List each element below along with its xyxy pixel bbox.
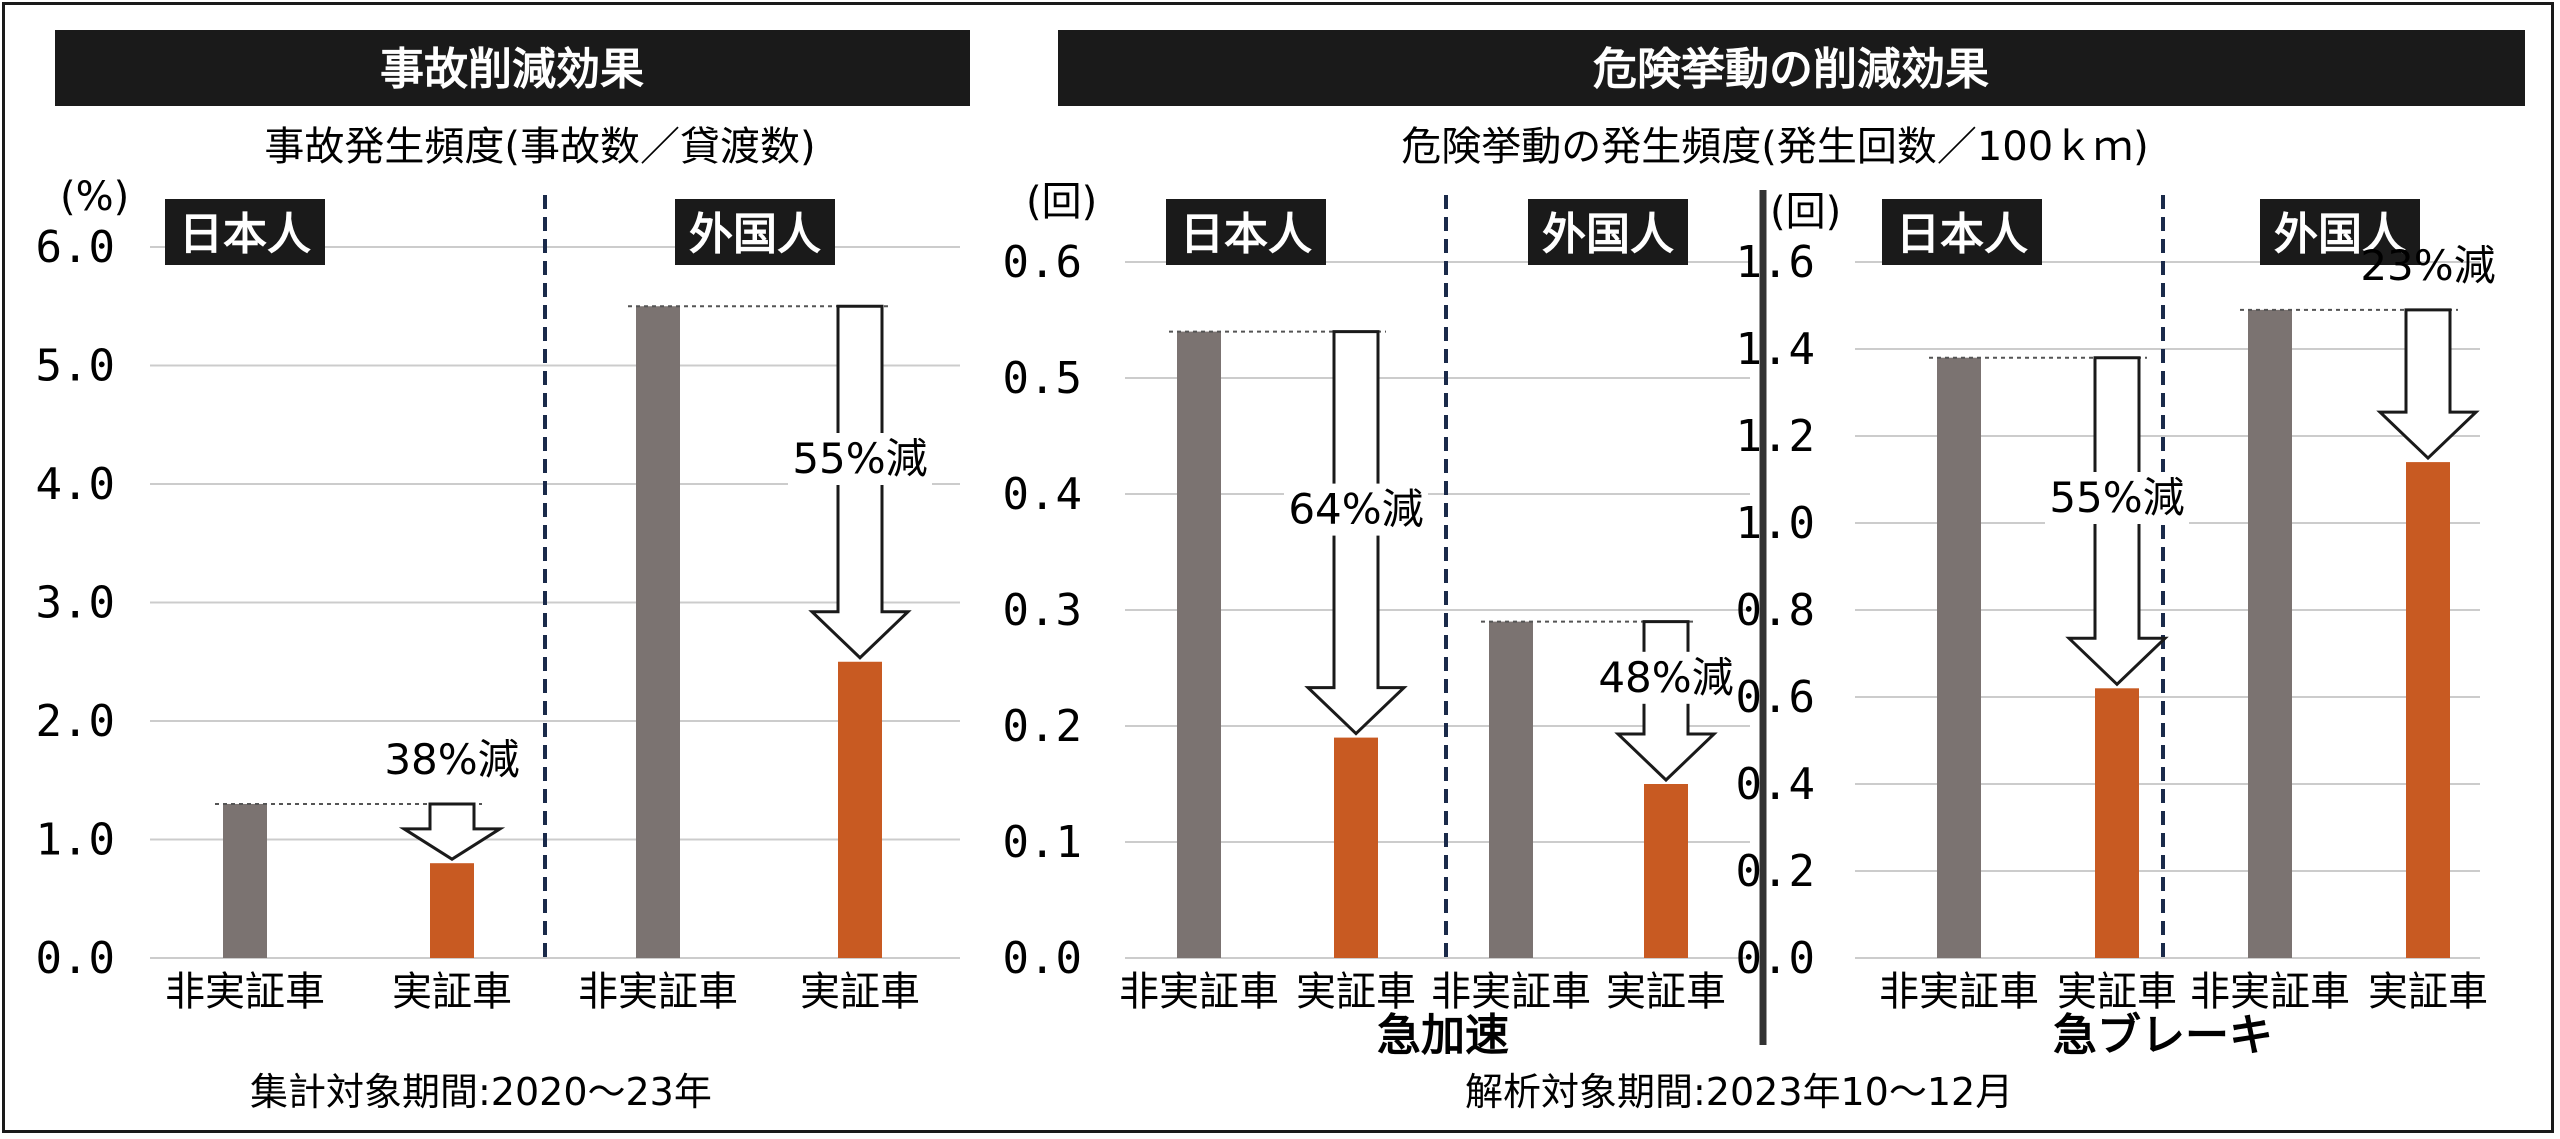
category-label: 非実証車 — [165, 969, 325, 1015]
reduction-arrow — [398, 802, 506, 861]
bar-demo — [2095, 688, 2139, 958]
reduction-label: 48%減 — [1598, 653, 1733, 702]
accel-label: 急加速 — [1377, 1010, 1509, 1061]
y-tick-label: 0.0 — [1736, 933, 1815, 984]
y-tick-label: 0.2 — [1003, 701, 1082, 752]
y-tick-label: 0.0 — [36, 933, 115, 984]
y-tick-label: 0.4 — [1003, 469, 1082, 520]
bar-demo — [430, 863, 474, 958]
group-badge-label: 日本人 — [1180, 209, 1312, 260]
right-subtitle: 危険挙動の発生頻度(発生回数／100ｋｍ) — [1401, 124, 2149, 170]
category-label: 実証車 — [1606, 969, 1726, 1015]
group-badge-label: 外国人 — [689, 209, 821, 260]
y-tick-label: 0.4 — [1736, 759, 1815, 810]
bar-non-demo — [1177, 331, 1221, 959]
y-tick-label: 0.0 — [1003, 933, 1082, 984]
reduction-label: 55%減 — [2049, 473, 2184, 522]
bar-non-demo — [1489, 621, 1533, 958]
y-tick-label: 1.0 — [1736, 498, 1815, 549]
bar-demo — [2406, 462, 2450, 958]
y-tick-label: 6.0 — [36, 222, 115, 273]
category-label: 非実証車 — [1879, 969, 2039, 1015]
reduction-label-bg — [1284, 483, 1428, 536]
reduction-arrow — [2376, 308, 2480, 461]
left-footnote: 集計対象期間:2020〜23年 — [250, 1070, 712, 1114]
reduction-label: 23%減 — [2360, 241, 2495, 290]
category-label: 非実証車 — [2190, 969, 2350, 1015]
y-tick-label: 0.8 — [1736, 585, 1815, 636]
category-label: 実証車 — [800, 969, 920, 1015]
bar-non-demo — [2248, 309, 2292, 959]
y-tick-label: 1.0 — [36, 815, 115, 866]
left-header: 事故削減効果 — [380, 44, 644, 95]
category-label: 非実証車 — [1119, 969, 1279, 1015]
group-badge — [1528, 199, 1688, 265]
category-label: 実証車 — [2057, 969, 2177, 1015]
reduction-label: 38%減 — [384, 735, 519, 784]
bar-demo — [1334, 737, 1378, 958]
bar-demo — [1644, 784, 1688, 958]
reduction-label-bg — [2045, 472, 2189, 524]
y-tick-label: 0.6 — [1003, 237, 1082, 288]
reduction-label: 55%減 — [792, 434, 927, 483]
left-header-bg — [55, 30, 970, 106]
y-tick-label: 0.6 — [1736, 672, 1815, 723]
y-tick-label: 0.3 — [1003, 585, 1082, 636]
y-tick-label: 0.1 — [1003, 817, 1082, 868]
group-badge-label: 日本人 — [179, 209, 311, 260]
brake-unit: (回) — [1770, 189, 1841, 235]
y-tick-label: 0.2 — [1736, 846, 1815, 897]
group-badge — [1882, 199, 2042, 265]
category-label: 実証車 — [392, 969, 512, 1015]
group-badge — [1166, 199, 1326, 265]
right-footnote: 解析対象期間:2023年10〜12月 — [1465, 1070, 2013, 1114]
category-label: 実証車 — [1296, 969, 1416, 1015]
reduction-label: 64%減 — [1288, 485, 1423, 534]
group-badge-label: 日本人 — [1896, 209, 2028, 260]
category-label: 非実証車 — [1431, 969, 1591, 1015]
y-tick-label: 5.0 — [36, 341, 115, 392]
right-header-bg — [1058, 30, 2525, 106]
accel-unit: (回) — [1026, 179, 1097, 225]
y-tick-label: 4.0 — [36, 459, 115, 510]
category-label: 非実証車 — [578, 969, 738, 1015]
y-tick-label: 1.2 — [1736, 411, 1815, 462]
brake-label: 急ブレーキ — [2053, 1010, 2273, 1061]
y-tick-label: 1.6 — [1736, 237, 1815, 288]
y-tick-label: 0.5 — [1003, 353, 1082, 404]
bar-demo — [838, 661, 882, 958]
bar-non-demo — [636, 306, 680, 958]
category-label: 実証車 — [2368, 969, 2488, 1015]
group-badge — [165, 199, 325, 265]
group-badge — [675, 199, 835, 265]
group-badge — [2260, 199, 2420, 265]
right-header: 危険挙動の削減効果 — [1593, 44, 1989, 95]
y-tick-label: 1.4 — [1736, 324, 1815, 375]
y-tick-label: 2.0 — [36, 696, 115, 747]
reduction-label-bg — [1594, 651, 1738, 704]
y-tick-label: 3.0 — [36, 578, 115, 629]
group-badge-label: 外国人 — [2274, 209, 2406, 260]
left-unit: (%) — [60, 174, 129, 220]
bar-non-demo — [1937, 357, 1981, 958]
group-badge-label: 外国人 — [1542, 209, 1674, 260]
bar-non-demo — [223, 803, 267, 958]
left-subtitle: 事故発生頻度(事故数／貸渡数) — [264, 124, 815, 170]
reduction-label-bg — [788, 433, 932, 485]
